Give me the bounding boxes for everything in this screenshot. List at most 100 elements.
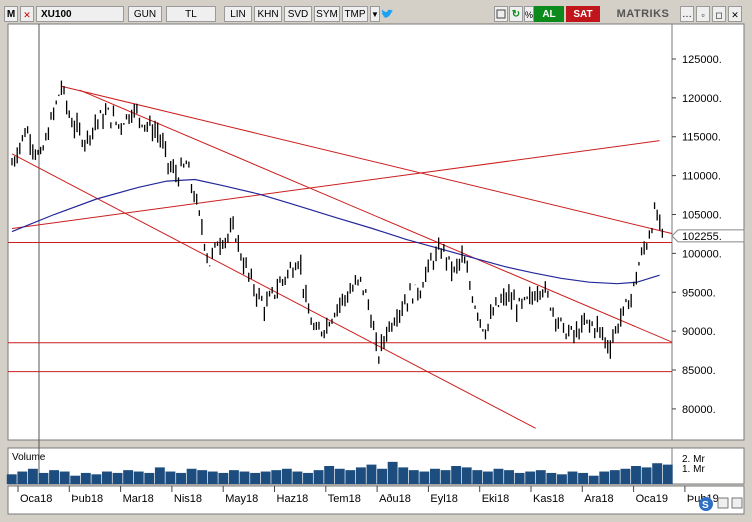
volume-bar: [176, 472, 186, 484]
zoom-in-icon: [731, 497, 743, 509]
restore-icon[interactable]: ◻: [712, 6, 726, 22]
volume-bar: [80, 472, 91, 484]
ellipsis-icon[interactable]: …: [680, 6, 694, 22]
volume-bar: [38, 472, 49, 484]
volume-bar: [228, 470, 239, 484]
dropdown-chevron-icon[interactable]: ▼: [370, 6, 380, 22]
x-tick-label: Eki18: [482, 493, 510, 505]
volume-bar: [123, 470, 134, 484]
volume-bar: [70, 475, 81, 484]
x-tick-label: Ara18: [584, 493, 613, 505]
x-tick-label: Nis18: [174, 493, 202, 505]
volume-bar: [652, 463, 663, 484]
volume-bar: [59, 471, 70, 484]
volume-tick-label: 1. Mr: [682, 464, 705, 475]
x-tick-label: Eyl18: [430, 493, 458, 505]
twitter-icon[interactable]: [380, 6, 394, 22]
scale-button[interactable]: LIN: [224, 6, 252, 22]
y-tick-label: 105000.: [682, 210, 722, 222]
volume-bar: [609, 470, 620, 484]
volume-bar: [398, 467, 409, 484]
candle-type-button[interactable]: KHN: [254, 6, 282, 22]
trendline-0: [11, 140, 660, 229]
refresh-icon: [699, 497, 713, 511]
template-button[interactable]: TMP: [342, 6, 368, 22]
x-axis-ticks: Oca18 Þub18 Mar18 Nis18 May18 Haz18 Tem18 Aðu18…: [17, 486, 719, 505]
volume-tick-label: 2. Mr: [682, 454, 705, 465]
volume-bar: [334, 468, 345, 484]
toolbar: M ✕ XU100 GUN TL LIN KHN SVD SYM TMP ▼ ↻…: [4, 6, 748, 24]
trendline-3: [79, 89, 672, 343]
volume-bar: [556, 474, 567, 484]
volume-bar: [313, 470, 324, 484]
close-icon[interactable]: ✕: [20, 6, 34, 22]
minimize-icon[interactable]: ▫: [696, 6, 710, 22]
volume-bar: [165, 471, 176, 484]
x-tick-label: Aðu18: [379, 493, 411, 505]
volume-bar: [430, 468, 440, 484]
volume-bar: [239, 471, 250, 484]
y-tick-label: 85000.: [682, 365, 716, 377]
volume-bar: [144, 472, 155, 484]
volume-bar: [281, 468, 292, 484]
volume-bar: [218, 472, 229, 484]
price-plot-area: [7, 23, 673, 441]
volume-bar: [154, 467, 165, 484]
volume-bar: [303, 472, 313, 484]
last-value-box: [671, 229, 745, 243]
window-close-icon[interactable]: ✕: [728, 6, 742, 22]
symbol-button[interactable]: SYM: [314, 6, 340, 22]
volume-bar: [355, 467, 366, 484]
y-tick-label: 110000.: [682, 171, 721, 183]
price-series: [11, 80, 664, 364]
percent-icon[interactable]: %: [524, 6, 534, 22]
volume-bar: [366, 464, 377, 484]
volume-bar: [49, 470, 60, 484]
volume-bar: [197, 470, 208, 484]
sell-button[interactable]: SAT: [566, 6, 600, 22]
horizontal-lines: [8, 241, 672, 373]
y-axis-ticks: 125000. 120000. 115000. 110000. 105000. 10000…: [672, 54, 722, 416]
moving-average: [11, 178, 660, 285]
refresh-icon-glyph: S: [702, 500, 709, 511]
volume-bar: [250, 472, 261, 484]
y-tick-label: 90000.: [682, 326, 716, 338]
x-tick-label: Oca19: [636, 493, 668, 505]
y-tick-label: 120000.: [682, 93, 722, 105]
volume-bar: [482, 471, 493, 484]
volume-bar: [408, 470, 419, 484]
buy-button[interactable]: AL: [534, 6, 564, 22]
moving-average-line: [11, 178, 660, 285]
volume-bar: [546, 472, 557, 484]
refresh-icon[interactable]: ↻: [509, 6, 523, 22]
zoom-out-icon: [717, 497, 729, 509]
x-tick-label: Haz18: [277, 493, 309, 505]
volume-bar: [387, 461, 398, 484]
volume-bar: [461, 467, 472, 484]
volume-bar: [91, 474, 102, 484]
bottom-right-icons: S: [699, 497, 743, 511]
volume-bar: [419, 471, 430, 484]
symbol-field[interactable]: XU100: [36, 6, 124, 22]
x-tick-label: Mar18: [123, 493, 154, 505]
volume-bars: [6, 461, 673, 484]
volume-bar: [27, 468, 38, 484]
volume-bar: [662, 464, 673, 484]
square-icon[interactable]: [494, 6, 508, 22]
volume-bar: [535, 470, 546, 484]
y-tick-label: 95000.: [682, 287, 716, 299]
volume-button[interactable]: SVD: [284, 6, 312, 22]
volume-labels: Volume 2. Mr1. Mr: [12, 452, 705, 475]
currency-button[interactable]: TL: [166, 6, 216, 22]
volume-bar: [186, 468, 197, 484]
period-button[interactable]: GUN: [128, 6, 162, 22]
brand-logo: MATRIKS: [616, 8, 670, 20]
volume-bar: [514, 472, 525, 484]
volume-bar: [112, 472, 123, 484]
volume-bar: [271, 470, 282, 484]
x-tick-label: Þub18: [71, 493, 103, 505]
volume-bar: [620, 468, 631, 484]
y-tick-label: 100000.: [682, 248, 722, 260]
volume-axis-area: [671, 447, 745, 485]
